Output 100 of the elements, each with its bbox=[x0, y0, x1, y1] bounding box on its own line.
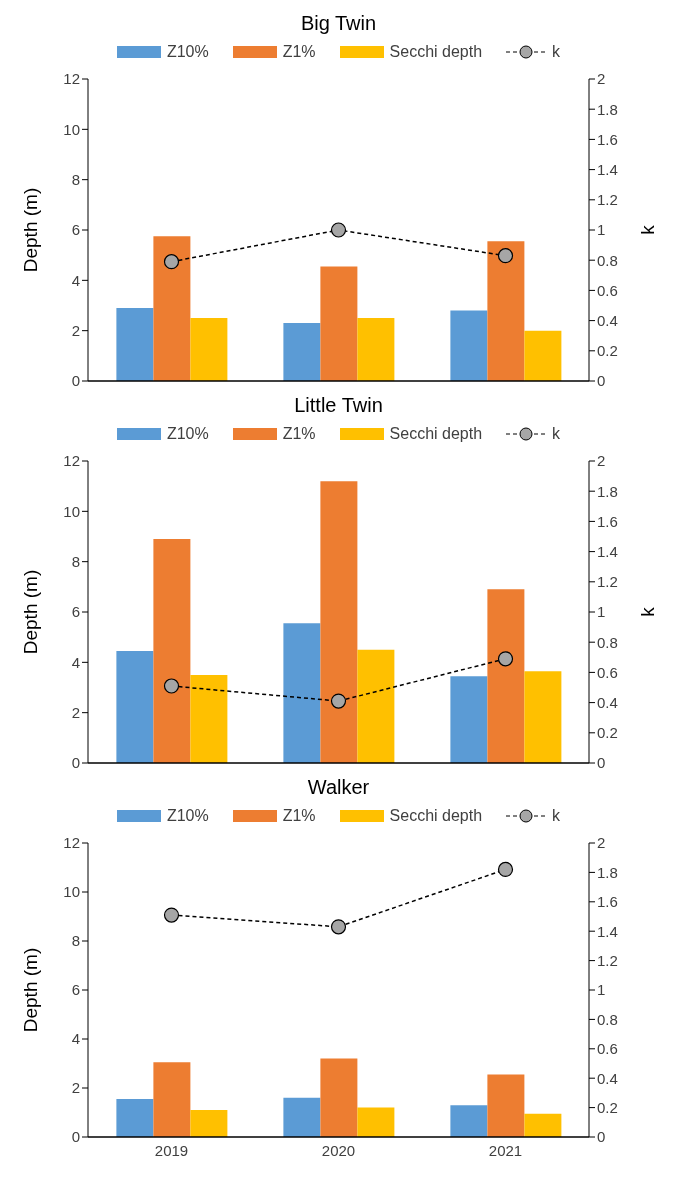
point bbox=[163, 907, 180, 923]
point bbox=[330, 222, 347, 238]
y2-tick-label: 2 bbox=[597, 834, 606, 852]
y-tick-label: 10 bbox=[63, 120, 80, 138]
bar bbox=[450, 676, 488, 763]
y2-tick-label: 1.2 bbox=[597, 191, 618, 209]
point bbox=[330, 693, 347, 709]
y2-tick-label: 0.8 bbox=[597, 633, 618, 651]
y2-tick-label: 0.8 bbox=[597, 1010, 618, 1028]
y-tick-label: 6 bbox=[71, 221, 80, 239]
bar bbox=[357, 318, 395, 381]
bar bbox=[190, 1110, 228, 1137]
y2-tick-label: 1.8 bbox=[597, 863, 618, 881]
y-axis-title: Depth (m) bbox=[19, 187, 41, 273]
bar bbox=[320, 481, 358, 763]
bar bbox=[190, 674, 228, 763]
bar bbox=[190, 318, 228, 381]
y2-tick-label: 0.2 bbox=[597, 342, 618, 360]
y2-tick-label: 2 bbox=[597, 70, 606, 88]
legend-label: Z1% bbox=[281, 807, 316, 825]
y2-tick-label: 0.8 bbox=[597, 251, 618, 269]
y2-tick-label: 0.4 bbox=[597, 311, 618, 329]
y2-axis-title: k bbox=[636, 224, 658, 235]
legend-label: k bbox=[551, 807, 561, 825]
y2-tick-label: 1.4 bbox=[597, 542, 618, 560]
point bbox=[497, 861, 514, 878]
y-tick-label: 8 bbox=[71, 932, 80, 950]
y-tick-label: 0 bbox=[71, 372, 80, 390]
y-tick-label: 6 bbox=[71, 981, 80, 999]
y2-tick-label: 1.4 bbox=[597, 922, 618, 940]
y2-tick-label: 0.6 bbox=[597, 1040, 618, 1058]
chart-title: Walker bbox=[306, 775, 371, 800]
bar bbox=[283, 1097, 321, 1137]
y-tick-label: 4 bbox=[71, 1030, 80, 1048]
y2-tick-label: 1 bbox=[597, 981, 606, 999]
y-tick-label: 2 bbox=[71, 703, 80, 721]
bar bbox=[487, 1074, 525, 1137]
y-tick-label: 10 bbox=[63, 883, 80, 901]
y-tick-label: 6 bbox=[71, 603, 80, 621]
point bbox=[497, 248, 514, 264]
y2-tick-label: 0.2 bbox=[597, 724, 618, 742]
y-tick-label: 12 bbox=[63, 70, 80, 88]
chart-title: Little Twin bbox=[293, 393, 384, 418]
legend-label: Secchi depth bbox=[388, 425, 483, 443]
legend-label: k bbox=[551, 43, 561, 61]
legend-label: Z10% bbox=[165, 43, 209, 61]
chart-title: Big Twin bbox=[299, 11, 378, 36]
y-axis-title: Depth (m) bbox=[19, 947, 41, 1033]
x-tick-label: 2021 bbox=[488, 1141, 523, 1159]
legend-label: Z10% bbox=[165, 425, 209, 443]
bar bbox=[283, 323, 321, 381]
y2-tick-label: 1 bbox=[597, 221, 606, 239]
y2-tick-label: 1.6 bbox=[597, 130, 618, 148]
y2-tick-label: 0 bbox=[597, 754, 606, 772]
y-tick-label: 4 bbox=[71, 653, 80, 671]
y-tick-label: 4 bbox=[71, 271, 80, 289]
point bbox=[163, 678, 180, 694]
y2-tick-label: 2 bbox=[597, 452, 606, 470]
y-tick-label: 0 bbox=[71, 754, 80, 772]
bar bbox=[153, 1062, 191, 1137]
y-tick-label: 2 bbox=[71, 321, 80, 339]
y-axis-title: Depth (m) bbox=[19, 569, 41, 655]
y-tick-label: 12 bbox=[63, 452, 80, 470]
y2-tick-label: 0 bbox=[597, 1128, 606, 1146]
bar bbox=[450, 310, 488, 381]
bar bbox=[116, 651, 154, 763]
y2-tick-label: 1.8 bbox=[597, 100, 618, 118]
y-tick-label: 8 bbox=[71, 552, 80, 570]
x-tick-label: 2020 bbox=[321, 1141, 356, 1159]
y2-tick-label: 1.6 bbox=[597, 893, 618, 911]
y-tick-label: 8 bbox=[71, 170, 80, 188]
y2-tick-label: 0.2 bbox=[597, 1098, 618, 1116]
legend-label: k bbox=[551, 425, 561, 443]
y2-tick-label: 1 bbox=[597, 603, 606, 621]
bar bbox=[153, 236, 191, 381]
legend-label: Z10% bbox=[165, 807, 209, 825]
y2-tick-label: 0.4 bbox=[597, 1069, 618, 1087]
y2-tick-label: 1.2 bbox=[597, 573, 618, 591]
bar bbox=[487, 241, 525, 381]
y2-tick-label: 1.2 bbox=[597, 951, 618, 969]
bar bbox=[487, 589, 525, 763]
y2-tick-label: 1.8 bbox=[597, 482, 618, 500]
bar bbox=[153, 539, 191, 763]
y2-tick-label: 1.6 bbox=[597, 512, 618, 530]
y2-axis-title: k bbox=[636, 606, 658, 617]
y2-tick-label: 0.6 bbox=[597, 663, 618, 681]
y2-tick-label: 0 bbox=[597, 372, 606, 390]
y2-tick-label: 0.6 bbox=[597, 281, 618, 299]
point bbox=[163, 254, 180, 270]
y-tick-label: 12 bbox=[63, 834, 80, 852]
legend-label: Secchi depth bbox=[388, 43, 483, 61]
bar bbox=[524, 671, 562, 763]
bar bbox=[320, 266, 358, 381]
bar bbox=[524, 330, 562, 381]
legend-label: Z1% bbox=[281, 425, 316, 443]
point bbox=[330, 919, 347, 935]
y2-tick-label: 1.4 bbox=[597, 160, 618, 178]
y-tick-label: 2 bbox=[71, 1079, 80, 1097]
legend-label: Z1% bbox=[281, 43, 316, 61]
bar bbox=[283, 623, 321, 763]
